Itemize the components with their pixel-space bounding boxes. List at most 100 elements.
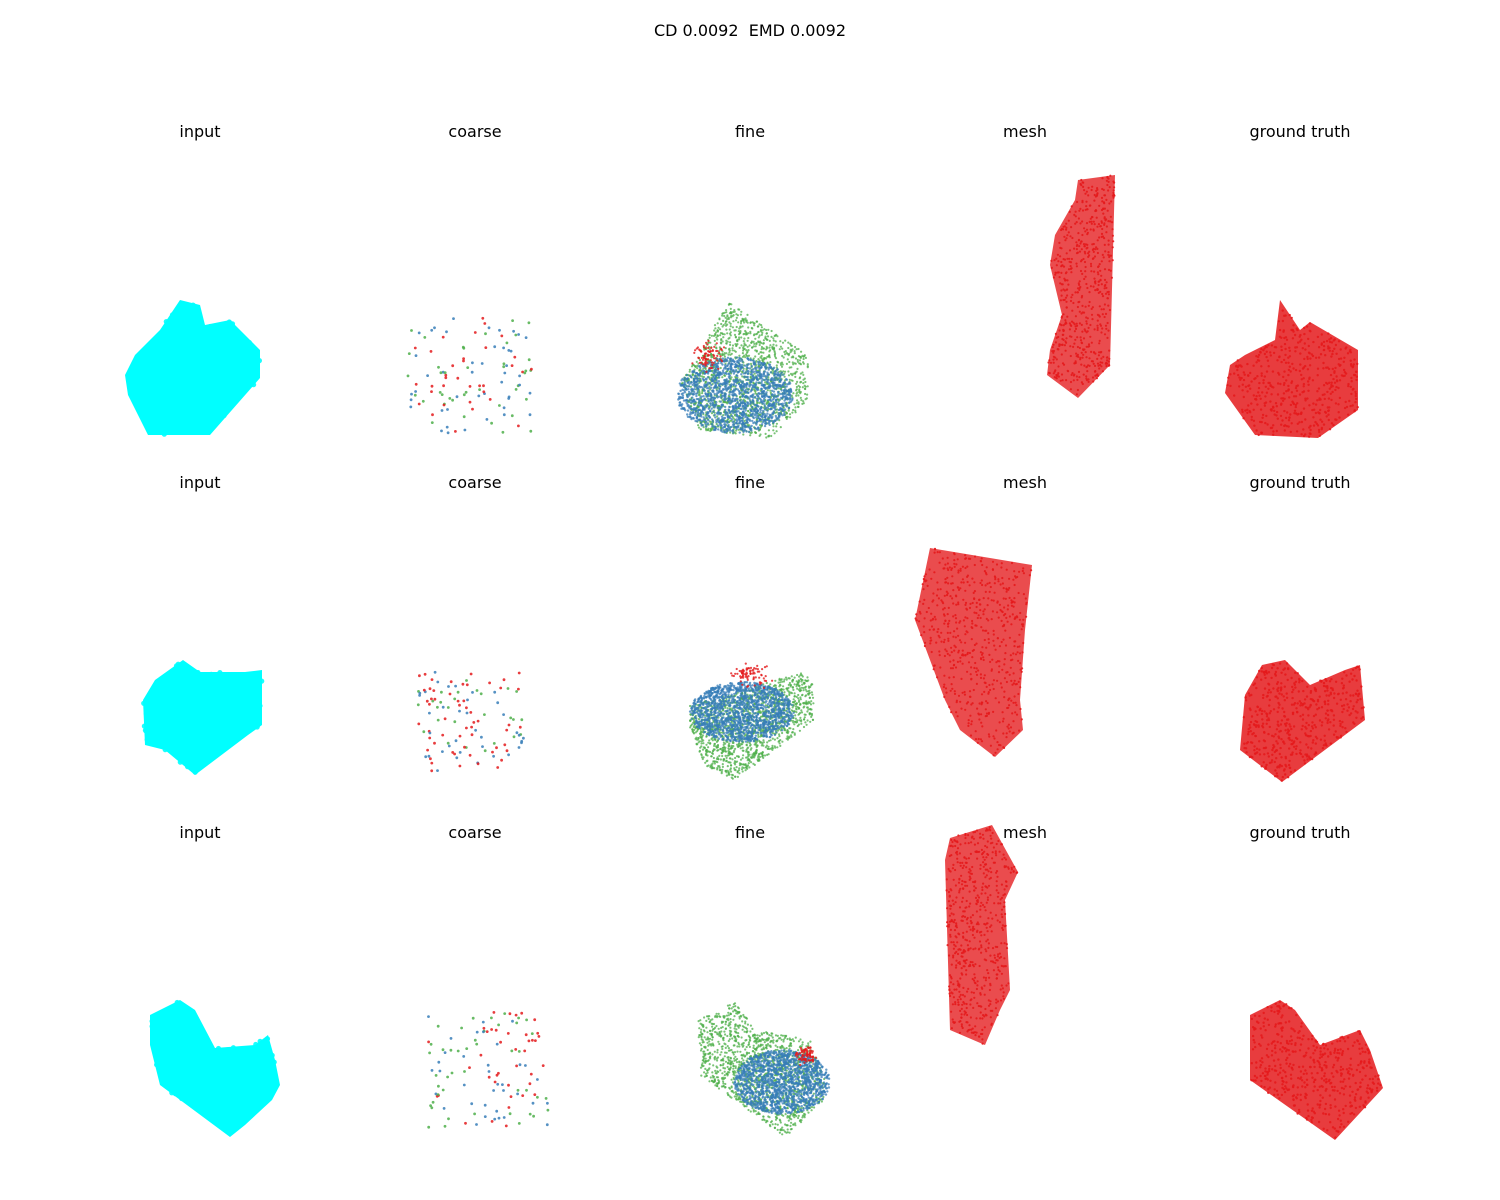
data-point bbox=[510, 414, 514, 418]
data-point bbox=[536, 1095, 539, 1099]
data-point bbox=[502, 1116, 506, 1119]
data-point bbox=[510, 364, 514, 367]
data-point bbox=[507, 1083, 510, 1087]
data-point bbox=[455, 756, 459, 760]
data-point bbox=[423, 672, 427, 676]
data-point bbox=[492, 754, 495, 758]
data-point bbox=[479, 1053, 483, 1057]
data-point bbox=[463, 1070, 466, 1073]
data-point bbox=[515, 690, 518, 693]
data-point bbox=[406, 374, 410, 378]
data-point bbox=[413, 346, 417, 350]
point-cloud-ground-truth bbox=[1250, 1000, 1383, 1140]
data-point bbox=[430, 678, 434, 681]
ground-truth-body bbox=[1225, 300, 1358, 438]
data-point bbox=[483, 1103, 487, 1107]
data-point bbox=[481, 745, 484, 748]
data-point bbox=[517, 687, 520, 691]
data-point bbox=[530, 367, 533, 371]
data-point bbox=[484, 346, 488, 349]
panel-title-input: input bbox=[179, 473, 220, 492]
panel-title-coarse: coarse bbox=[448, 122, 501, 141]
data-point bbox=[462, 699, 466, 703]
data-point bbox=[495, 1073, 499, 1077]
data-point bbox=[438, 391, 442, 394]
data-point bbox=[496, 701, 500, 705]
data-point bbox=[409, 398, 413, 402]
data-point bbox=[521, 1094, 525, 1097]
data-point bbox=[492, 742, 496, 745]
data-point bbox=[482, 1026, 486, 1030]
data-point bbox=[416, 703, 420, 707]
data-point bbox=[430, 328, 434, 332]
data-point bbox=[475, 1123, 478, 1126]
data-point bbox=[495, 1109, 499, 1113]
data-point bbox=[492, 1089, 495, 1092]
data-point bbox=[493, 345, 497, 349]
data-point bbox=[524, 1033, 528, 1037]
point-cloud-fine bbox=[677, 302, 809, 439]
data-point bbox=[497, 1023, 500, 1027]
data-point bbox=[490, 1016, 493, 1020]
data-point bbox=[514, 1013, 518, 1017]
data-point bbox=[506, 687, 510, 690]
data-point bbox=[511, 1019, 514, 1023]
data-point bbox=[488, 398, 492, 401]
data-point bbox=[488, 681, 491, 685]
data-point bbox=[460, 1026, 463, 1030]
data-point bbox=[418, 674, 421, 678]
data-point bbox=[417, 722, 421, 726]
data-point bbox=[446, 1075, 449, 1079]
data-point bbox=[546, 1101, 549, 1105]
data-point bbox=[494, 1028, 498, 1032]
data-point bbox=[441, 1048, 445, 1052]
data-point bbox=[487, 1075, 491, 1079]
point-cloud-coarse bbox=[427, 1011, 550, 1129]
data-point bbox=[482, 390, 486, 394]
data-point bbox=[513, 355, 517, 359]
data-point bbox=[464, 1121, 467, 1125]
data-point bbox=[471, 1016, 475, 1020]
data-point bbox=[439, 700, 443, 704]
data-point bbox=[445, 425, 449, 429]
panel-title-mesh: mesh bbox=[1003, 122, 1047, 141]
data-point bbox=[478, 384, 481, 388]
data-point bbox=[515, 1064, 518, 1068]
data-point bbox=[537, 1035, 541, 1038]
data-point bbox=[490, 1028, 493, 1031]
data-point bbox=[503, 1012, 507, 1015]
data-point bbox=[437, 1084, 440, 1088]
data-point bbox=[446, 706, 450, 709]
data-point bbox=[505, 341, 509, 345]
data-point bbox=[437, 365, 440, 369]
panel-title-fine: fine bbox=[735, 122, 765, 141]
data-point bbox=[442, 1107, 446, 1110]
data-point bbox=[414, 390, 417, 393]
data-point bbox=[507, 1106, 511, 1109]
data-point bbox=[528, 391, 532, 395]
data-point bbox=[515, 1021, 519, 1025]
data-point bbox=[485, 1030, 489, 1033]
data-point bbox=[480, 735, 483, 739]
panel-mesh-row-3: mesh bbox=[945, 823, 1047, 1045]
data-point bbox=[525, 1018, 528, 1022]
data-point bbox=[496, 766, 500, 769]
data-point bbox=[495, 746, 498, 750]
data-point bbox=[462, 1055, 466, 1058]
data-point bbox=[518, 374, 521, 378]
data-point bbox=[482, 384, 485, 388]
data-point bbox=[507, 349, 511, 352]
data-point bbox=[470, 733, 474, 737]
data-point bbox=[446, 741, 450, 745]
data-point bbox=[502, 406, 506, 410]
data-point bbox=[517, 333, 520, 336]
data-point bbox=[507, 395, 511, 399]
data-point bbox=[440, 409, 444, 412]
panel-input-row-3: input bbox=[149, 823, 280, 1137]
data-point bbox=[466, 366, 470, 369]
data-point bbox=[525, 1088, 528, 1092]
data-point bbox=[446, 431, 450, 435]
point-cloud-coarse bbox=[406, 316, 533, 435]
data-point bbox=[483, 322, 487, 325]
data-point bbox=[439, 371, 443, 375]
